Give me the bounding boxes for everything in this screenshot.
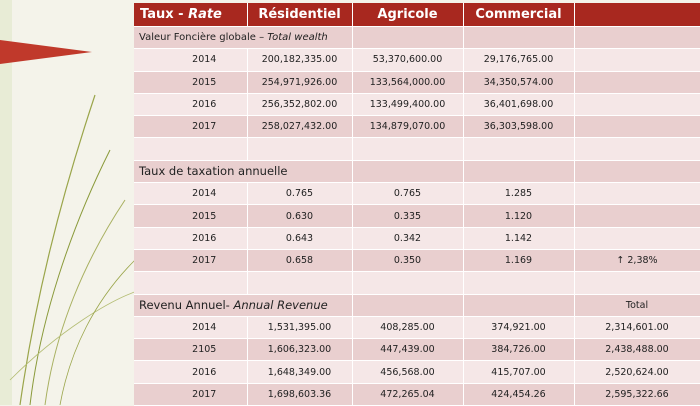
table-row: 2016 256,352,802.00 133,499,400.00 36,40… [134,93,700,117]
table-row: 2017 258,027,432.00 134,879,070.00 36,30… [134,115,700,139]
header-empty [574,3,700,27]
decorative-swirl [0,0,140,405]
taxation-title: Taux de taxation annuelle [134,160,353,184]
table-row: 2015 0.630 0.335 1.120 [134,204,700,228]
header-residential: Résidentiel [247,3,353,27]
spacer-row [134,137,700,161]
table-row: 2016 1,648,349.00 456,568.00 415,707.00 … [134,360,700,384]
table-row: 2016 0.643 0.342 1.142 [134,227,700,250]
revenue-title: Revenu Annuel- Annual Revenue [134,294,353,317]
rate-header: Taux - Rate [134,3,248,27]
arrow-marker-icon [0,40,92,64]
table-row: 2017 0.658 0.350 1.169 ↑ 2,38% [134,249,700,273]
table-row: 2105 1,606,323.00 447,439.00 384,726.00 … [134,338,700,362]
tax-table: Taux - Rate Résidentiel Agricole Commerc… [134,3,700,406]
table-row: 2017 1,698,603.36 472,265.04 424,454.26 … [134,383,700,406]
total-header: Total [574,294,700,317]
header-agricultural: Agricole [352,3,464,27]
header-commercial: Commercial [463,3,575,27]
table-row: 2015 254,971,926.00 133,564,000.00 34,35… [134,71,700,94]
increase-badge: ↑ 2,38% [574,249,700,273]
table-row: 2014 1,531,395.00 408,285.00 374,921.00 … [134,316,700,340]
spacer-row [134,271,700,295]
table-row: 2014 200,182,335.00 53,370,600.00 29,176… [134,48,700,72]
section-title-row: Taux de taxation annuelle [134,160,700,184]
section-title-row: Valeur Foncière globale – Total wealth [134,26,700,50]
table-header-row: Taux - Rate Résidentiel Agricole Commerc… [134,3,700,27]
wealth-title: Valeur Foncière globale – Total wealth [134,26,353,50]
section-title-row: Revenu Annuel- Annual Revenue Total [134,294,700,317]
table-row: 2014 0.765 0.765 1.285 [134,182,700,206]
